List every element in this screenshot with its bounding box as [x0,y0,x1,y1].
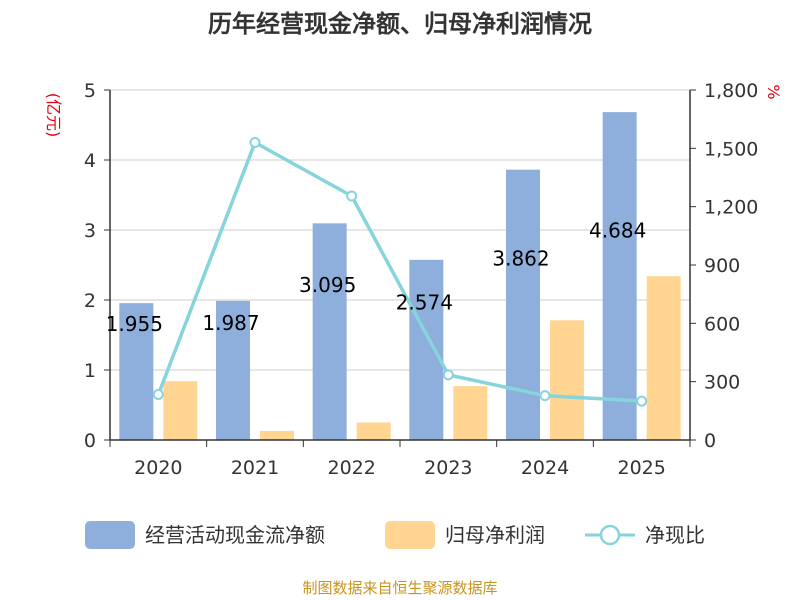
y-left-tick-label: 3 [84,220,96,242]
data-label: 3.095 [299,273,356,297]
legend-swatch-marker [599,524,621,546]
bar-netprofit[interactable] [453,386,488,440]
grid-lines [110,89,690,371]
x-tick-label: 2023 [424,457,472,479]
y-left-tick-label: 5 [84,80,96,102]
y-left-unit: (亿元) [44,93,63,138]
y-left-tick-label: 2 [84,290,96,312]
legend-swatch [85,521,135,549]
data-label: 1.987 [202,311,259,335]
legend-item-2[interactable]: 净现比 [585,523,705,547]
ratio-line [152,137,648,407]
chart-title: 历年经营现金净额、归母净利润情况 [208,10,592,38]
legend-label: 净现比 [645,523,705,547]
legend[interactable]: 经营活动现金流净额 归母净利润 净现比 [85,521,705,549]
bar-cashflow[interactable] [312,223,347,440]
x-tick-label: 2020 [134,457,182,479]
data-label: 4.684 [589,218,646,242]
y-right-tick-label: 300 [704,372,740,394]
y-right-tick-label: 0 [704,430,716,452]
data-label: 2.574 [396,291,453,315]
y-left-tick-label: 4 [84,150,96,172]
bar-netprofit[interactable] [163,381,198,440]
axes: 0 1 2 3 4 5 0 300 600 900 1,200 1,500 1,800 2020 2021 2… [84,80,759,479]
x-tick-label: 2024 [521,457,569,479]
y-right-tick-label: 1,800 [704,80,758,102]
y-left-tick-label: 1 [84,360,96,382]
y-left-tick-label: 0 [84,430,96,452]
bar-cashflow[interactable] [409,259,444,440]
ratio-point[interactable] [249,137,261,148]
legend-swatch [385,521,435,549]
legend-label: 经营活动现金流净额 [145,523,325,547]
bar-netprofit[interactable] [646,276,681,440]
legend-label: 归母净利润 [445,523,545,547]
ratio-point[interactable] [539,390,551,402]
bar-cashflow[interactable] [602,112,637,441]
bar-cashflow[interactable] [506,169,540,440]
bar-cashflow[interactable] [216,300,250,440]
y-right-tick-label: 900 [704,255,740,277]
bar-cashflow[interactable] [119,303,154,440]
ratio-point[interactable] [636,395,648,407]
y-right-tick-label: 1,500 [704,138,758,160]
bars [119,112,681,441]
data-label: 3.862 [492,247,549,271]
ratio-point[interactable] [152,389,164,400]
y-right-tick-label: 600 [704,313,740,335]
legend-item-1[interactable]: 归母净利润 [385,521,545,549]
x-tick-label: 2025 [617,457,665,479]
ratio-point[interactable] [346,190,358,202]
bar-netprofit[interactable] [260,430,294,440]
y-right-unit: % [764,84,783,99]
data-labels: 1.955 1.987 3.095 2.574 3.862 4.684 [106,218,647,336]
x-tick-label: 2021 [231,457,279,479]
legend-item-0[interactable]: 经营活动现金流净额 [85,521,325,549]
x-tick-label: 2022 [327,457,375,479]
source-note: 制图数据来自恒生聚源数据库 [302,579,497,597]
data-label: 1.955 [106,312,163,336]
bar-netprofit[interactable] [356,422,391,441]
ratio-line-path [156,140,642,403]
y-right-tick-label: 1,200 [704,197,758,219]
ratio-point[interactable] [442,369,454,381]
bar-netprofit[interactable] [550,320,584,440]
